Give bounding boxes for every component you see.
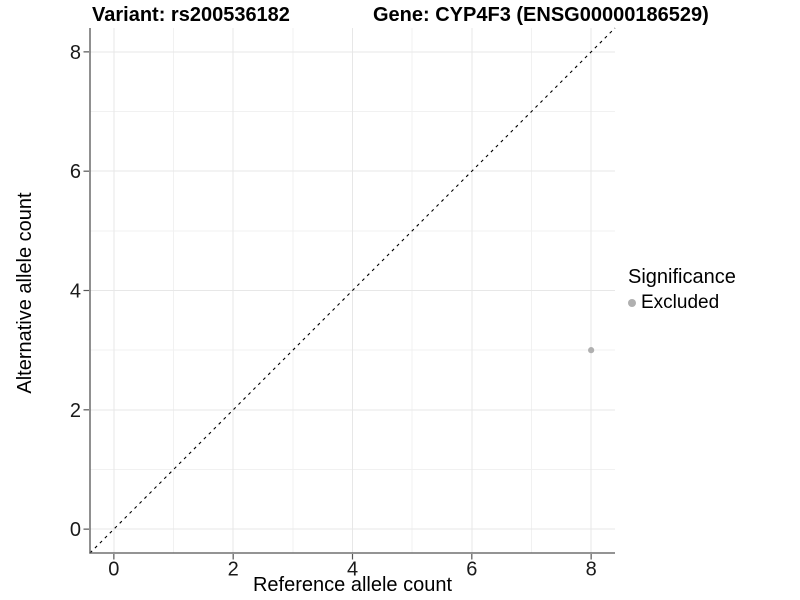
x-axis-title: Reference allele count: [252, 574, 452, 596]
y-tick-label: 4: [70, 281, 81, 303]
x-tick-label: 4: [347, 559, 358, 581]
y-tick-label: 8: [70, 42, 81, 64]
x-tick-label: 2: [228, 559, 239, 581]
y-tick-label: 0: [70, 519, 81, 541]
identity-dashed-line: [89, 27, 616, 554]
legend-item-label: Excluded: [641, 292, 720, 313]
x-tick-label: 0: [108, 559, 119, 581]
data-point: [588, 347, 595, 354]
plot-title-gene: Gene: CYP4F3 (ENSG00000186529): [373, 4, 709, 26]
legend: Significance Excluded: [628, 266, 736, 314]
y-axis-title: Alternative allele count: [14, 192, 36, 394]
x-tick-label: 8: [586, 559, 597, 581]
plot-title-variant: Variant: rs200536182: [92, 4, 290, 26]
legend-item-excluded: Excluded: [628, 292, 736, 314]
point-swatch-icon: [628, 299, 636, 307]
y-tick-label: 2: [70, 400, 81, 422]
legend-title: Significance: [628, 266, 736, 288]
x-tick-label: 6: [466, 559, 477, 581]
y-tick-label: 6: [70, 161, 81, 183]
